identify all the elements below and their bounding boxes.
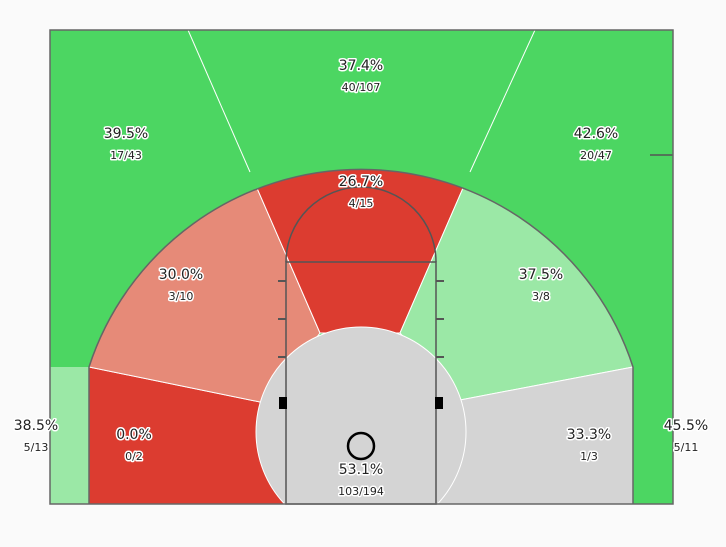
- zone-shots: 103/194: [338, 485, 384, 498]
- zone-percentage: 33.3%: [567, 427, 611, 443]
- zone-percentage: 30.0%: [159, 267, 203, 283]
- zone-percentage: 39.5%: [104, 126, 148, 142]
- hoop: [346, 431, 376, 461]
- zone-percentage: 45.5%: [664, 418, 708, 434]
- zone-percentage: 53.1%: [339, 462, 383, 478]
- zone-percentage: 42.6%: [574, 126, 618, 142]
- zone-shots: 1/3: [580, 450, 598, 463]
- zone-shots: 17/43: [110, 149, 142, 162]
- zone-percentage: 37.5%: [519, 267, 563, 283]
- zone-shots: 20/47: [580, 149, 612, 162]
- restricted-zone: [255, 326, 467, 504]
- zone-shots: 4/15: [349, 197, 374, 210]
- free-throw-circle: [285, 186, 437, 263]
- block-mark: [279, 397, 287, 409]
- zone-percentage: 38.5%: [14, 418, 58, 434]
- zone-percentage: 0.0%: [116, 427, 152, 443]
- zone-shots: 5/11: [674, 441, 699, 454]
- zone-shots: 3/8: [532, 290, 550, 303]
- zone-percentage: 37.4%: [339, 58, 383, 74]
- zone-shots: 5/13: [24, 441, 49, 454]
- left-corner-three: [50, 367, 89, 504]
- zone-percentage: 26.7%: [339, 174, 383, 190]
- court-border: [49, 29, 674, 505]
- three-point-line: [88, 168, 634, 504]
- hash-marks: [278, 280, 444, 358]
- zone-shots: 0/2: [125, 450, 143, 463]
- zone-divider: [469, 29, 536, 173]
- zone-divider: [187, 29, 251, 173]
- block-mark: [435, 397, 443, 409]
- zone-shots: 3/10: [169, 290, 194, 303]
- zone-shots: 40/107: [342, 81, 381, 94]
